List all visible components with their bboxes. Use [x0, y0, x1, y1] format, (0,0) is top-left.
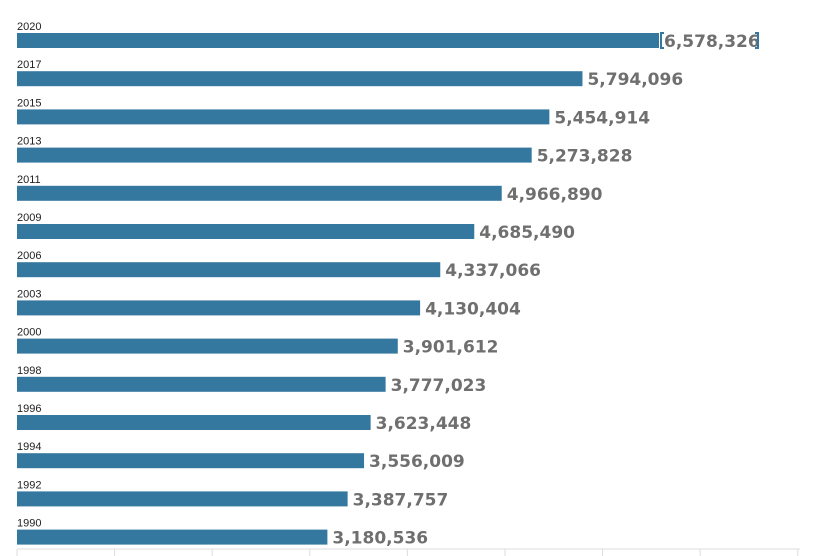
bar-row: 1990 3,180,536	[17, 518, 428, 549]
data-label: 6,578,326	[664, 32, 760, 52]
bar	[17, 224, 475, 239]
bar	[17, 33, 659, 48]
bar-row: 2020 6,578,326	[17, 21, 760, 52]
data-label: 4,966,890	[507, 185, 603, 205]
category-label: 2015	[17, 97, 41, 109]
data-label: 3,180,536	[332, 529, 428, 549]
category-label: 2006	[17, 250, 41, 262]
bar	[17, 376, 386, 392]
data-label: 5,794,096	[587, 70, 683, 90]
category-label: 1990	[17, 518, 41, 530]
category-label: 1994	[17, 441, 41, 453]
bar-row: 2000 3,901,612	[17, 327, 498, 358]
highlight-bracket-right	[755, 32, 759, 49]
data-label: 3,901,612	[403, 338, 499, 358]
x-axis	[16, 548, 800, 556]
bar-row: 1998 3,777,023	[17, 365, 486, 396]
category-label: 2003	[17, 288, 41, 300]
bar	[17, 109, 550, 125]
category-label: 2011	[17, 174, 41, 186]
data-label: 4,685,490	[479, 223, 575, 243]
bar	[17, 147, 532, 163]
bar	[17, 262, 441, 278]
bar	[17, 338, 398, 354]
bar-row: 2017 5,794,096	[17, 59, 683, 90]
data-label: 3,387,757	[353, 490, 449, 510]
category-label: 2013	[17, 136, 41, 148]
data-label: 4,130,404	[425, 299, 521, 319]
data-label: 5,273,828	[537, 147, 633, 167]
bar-row: 2011 4,966,890	[17, 174, 603, 205]
bar	[17, 71, 583, 87]
bar-row: 2013 5,273,828	[17, 136, 632, 167]
data-label: 3,623,448	[376, 414, 472, 434]
data-label: 3,777,023	[391, 376, 487, 396]
bar-row: 1996 3,623,448	[17, 403, 471, 434]
bar	[17, 300, 421, 316]
data-label: 3,556,009	[369, 452, 465, 472]
bar	[17, 415, 371, 430]
category-label: 2009	[17, 212, 41, 224]
category-label: 1996	[17, 403, 41, 415]
bar-row: 2003 4,130,404	[17, 288, 521, 319]
highlight-bracket-left	[660, 32, 664, 49]
bar	[17, 491, 348, 507]
bar	[17, 185, 502, 201]
bar-row: 1994 3,556,009	[17, 441, 465, 472]
category-label: 1992	[17, 479, 41, 491]
data-label: 4,337,066	[445, 261, 541, 281]
bars: 20206,578,32620175,794,09620155,454,9142…	[17, 21, 760, 549]
bar-row: 2006 4,337,066	[17, 250, 541, 281]
bar-row: 2009 4,685,490	[17, 212, 575, 243]
category-label: 2020	[17, 21, 41, 33]
category-label: 2000	[17, 327, 41, 339]
category-label: 2017	[17, 59, 41, 71]
category-label: 1998	[17, 365, 41, 377]
bar-row: 2015 5,454,914	[17, 97, 650, 128]
data-label: 5,454,914	[554, 108, 650, 128]
bar-row: 1992 3,387,757	[17, 479, 448, 510]
bar	[17, 529, 328, 545]
bar	[17, 453, 365, 469]
